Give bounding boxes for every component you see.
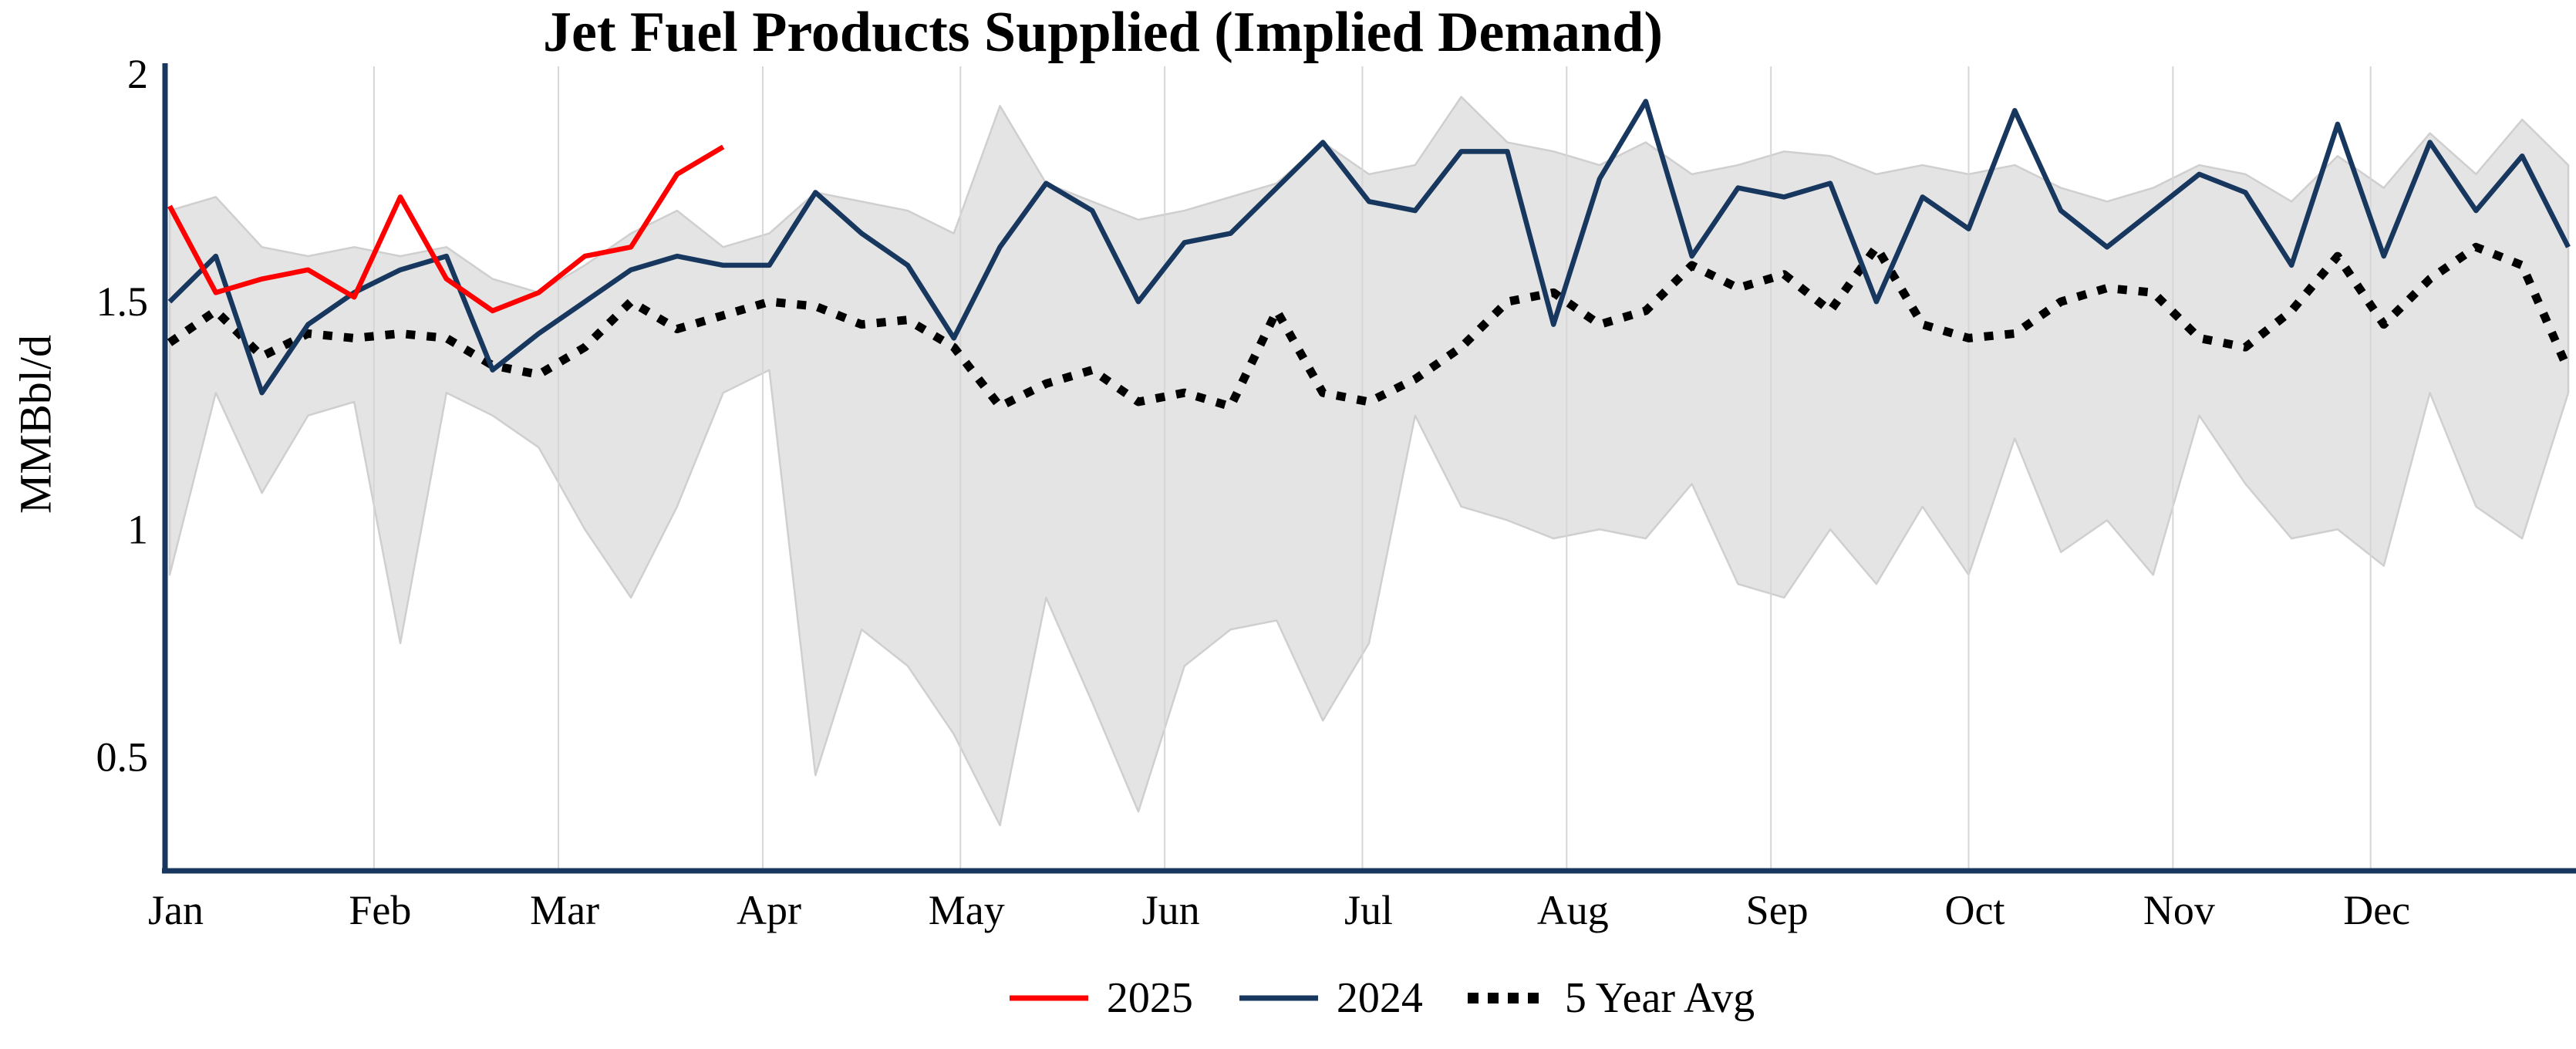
legend: 2025 2024 5 Year Avg	[185, 973, 2576, 1023]
legend-label-5-year-avg: 5 Year Avg	[1564, 974, 1755, 1022]
legend-swatch-2025-icon	[1009, 995, 1088, 1001]
x-tick-label: Aug	[1537, 887, 1609, 933]
y-tick-label: 1.5	[96, 278, 149, 325]
x-tick-label: Dec	[2343, 887, 2410, 933]
legend-swatch-5-year-avg-icon	[1467, 993, 1548, 1003]
x-tick-label: Jul	[1344, 887, 1393, 933]
x-tick-label: Feb	[349, 887, 411, 933]
x-tick-label: Mar	[530, 887, 599, 933]
legend-item-5-year-avg: 5 Year Avg	[1466, 973, 1755, 1023]
chart-title: Jet Fuel Products Supplied (Implied Dema…	[542, 1, 1664, 64]
legend-label-2025: 2025	[1106, 974, 1193, 1022]
x-tick-label: Jun	[1142, 887, 1200, 933]
y-tick-label: 0.5	[96, 734, 149, 780]
series-2024-line	[167, 99, 2571, 396]
series-2025-line	[167, 144, 725, 314]
five-year-range-band	[168, 96, 2570, 827]
x-tick-label: Oct	[1945, 887, 2005, 933]
legend-item-2024: 2024	[1236, 973, 1423, 1023]
x-tick-label: May	[929, 887, 1005, 933]
x-tick-label: Nov	[2143, 887, 2215, 933]
legend-label-2024: 2024	[1336, 974, 1423, 1022]
x-tick-label: Apr	[737, 887, 801, 933]
x-tick-label: Sep	[1746, 887, 1809, 933]
x-tick-label: Jan	[148, 887, 204, 933]
y-tick-label: 2	[127, 51, 148, 97]
y-tick-label: 1	[127, 506, 148, 552]
legend-swatch-2024-icon	[1239, 995, 1318, 1001]
legend-item-2025: 2025	[1006, 973, 1193, 1023]
